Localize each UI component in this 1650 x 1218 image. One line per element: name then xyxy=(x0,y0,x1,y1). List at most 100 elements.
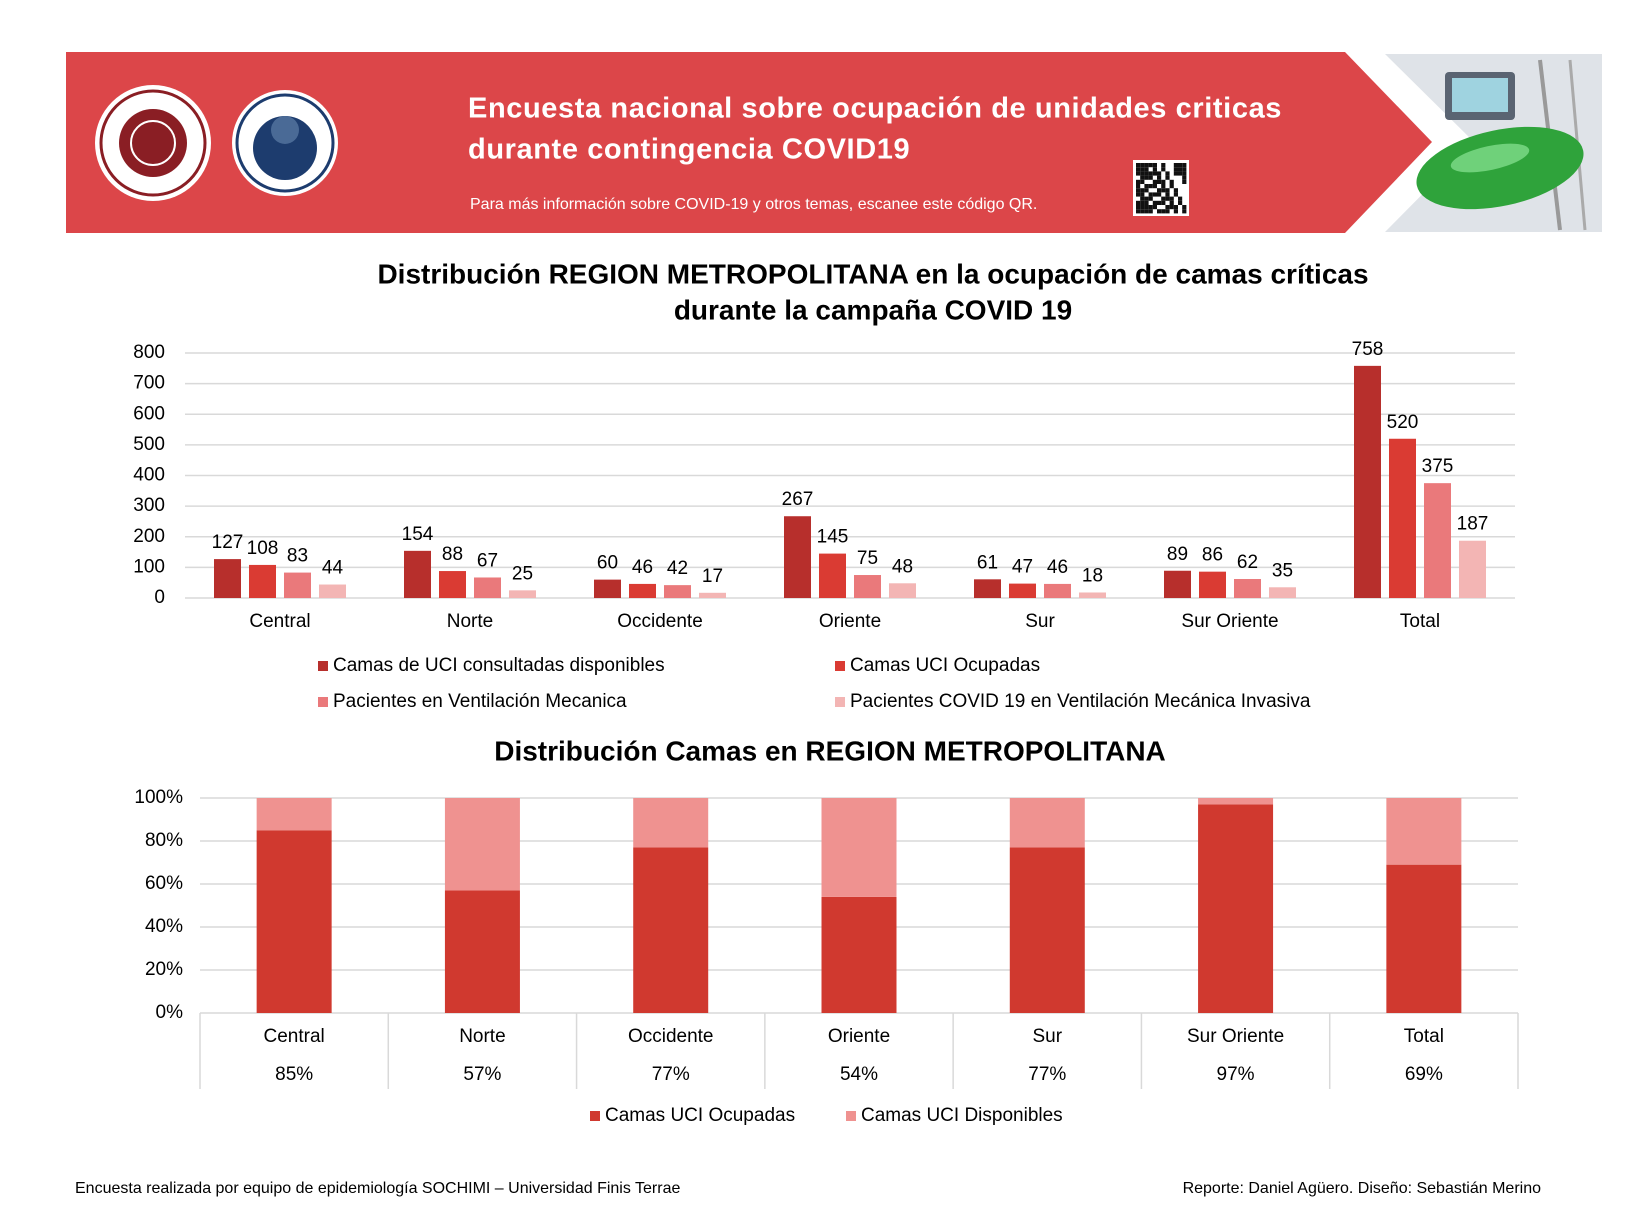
qr-cell xyxy=(1161,209,1166,214)
qr-cell xyxy=(1173,205,1178,210)
qr-cell xyxy=(1136,184,1141,189)
data-label: 75 xyxy=(857,548,878,569)
qr-cell xyxy=(1173,167,1178,172)
bar xyxy=(319,584,346,598)
y-tick-label: 200 xyxy=(133,526,165,547)
qr-cell xyxy=(1140,175,1145,180)
y-tick-label: 100% xyxy=(134,787,183,808)
data-label: 89 xyxy=(1167,544,1188,565)
data-label: 187 xyxy=(1457,514,1489,535)
logo-finis-terrae xyxy=(232,90,338,196)
photo xyxy=(1385,54,1602,232)
x-tick-label: Sur xyxy=(1025,611,1055,632)
bar xyxy=(664,585,691,598)
y-tick-label: 0% xyxy=(156,1002,184,1023)
qr-cell xyxy=(1169,184,1174,189)
legend-swatch xyxy=(835,697,845,707)
qr-cell xyxy=(1161,184,1166,189)
bar-segment xyxy=(1198,798,1274,805)
header-subtitle: Para más información sobre COVID-19 y ot… xyxy=(470,196,1037,213)
bar-segment xyxy=(1009,798,1085,848)
qr-cell xyxy=(1182,171,1187,176)
bar-segment xyxy=(1386,798,1462,865)
bar xyxy=(1199,571,1226,598)
bar xyxy=(1044,583,1071,598)
chart-title: Distribución Camas en REGION METROPOLITA… xyxy=(494,735,1166,766)
bar xyxy=(854,575,881,598)
bar xyxy=(439,571,466,598)
data-label: 67 xyxy=(477,550,498,571)
x-tick-label: Sur Oriente xyxy=(1187,1026,1284,1047)
data-label: 108 xyxy=(247,538,279,559)
qr-cell xyxy=(1148,163,1153,168)
bar-segment xyxy=(1198,804,1274,1013)
qr-cell xyxy=(1178,163,1183,168)
qr-cell xyxy=(1165,188,1170,193)
qr-cell xyxy=(1182,175,1187,180)
table-value: 69% xyxy=(1405,1064,1443,1085)
qr-cell xyxy=(1140,192,1145,197)
footer-right: Reporte: Daniel Agüero. Diseño: Sebastiá… xyxy=(1183,1180,1542,1197)
header-banner xyxy=(66,52,1432,233)
bar xyxy=(1164,570,1191,598)
bar xyxy=(1269,587,1296,598)
legend-swatch xyxy=(835,661,845,671)
qr-cell xyxy=(1148,184,1153,189)
qr-cell xyxy=(1148,196,1153,201)
bar-segment xyxy=(256,830,332,1013)
qr-cell xyxy=(1136,167,1141,172)
qr-cell xyxy=(1157,209,1162,214)
qr-cell xyxy=(1161,200,1166,205)
y-tick-label: 80% xyxy=(145,830,183,851)
qr-cell xyxy=(1140,163,1145,168)
qr-cell xyxy=(1157,192,1162,197)
qr-cell xyxy=(1148,192,1153,197)
qr-cell xyxy=(1173,188,1178,193)
qr-cell xyxy=(1157,188,1162,193)
data-label: 154 xyxy=(402,524,434,545)
bar xyxy=(1459,540,1486,598)
qr-cell xyxy=(1144,196,1149,201)
qr-cell xyxy=(1140,205,1145,210)
y-tick-label: 800 xyxy=(133,342,165,363)
x-tick-label: Sur Oriente xyxy=(1181,611,1278,632)
qr-cell xyxy=(1178,200,1183,205)
legend-swatch xyxy=(590,1111,600,1121)
qr-cell xyxy=(1136,179,1141,184)
x-tick-label: Oriente xyxy=(828,1026,890,1047)
qr-cell xyxy=(1178,167,1183,172)
qr-cell xyxy=(1136,209,1141,214)
bar xyxy=(404,550,431,598)
qr-cell xyxy=(1157,179,1162,184)
x-tick-label: Total xyxy=(1400,611,1440,632)
data-label: 520 xyxy=(1387,412,1419,433)
qr-cell xyxy=(1178,171,1183,176)
qr-cell xyxy=(1169,205,1174,210)
table-value: 77% xyxy=(1028,1064,1066,1085)
qr-cell xyxy=(1182,163,1187,168)
y-tick-label: 20% xyxy=(145,959,183,980)
data-label: 47 xyxy=(1012,557,1033,578)
x-tick-label: Occidente xyxy=(628,1026,714,1047)
qr-cell xyxy=(1136,171,1141,176)
qr-cell xyxy=(1182,167,1187,172)
bar xyxy=(1079,592,1106,598)
qr-cell xyxy=(1182,209,1187,214)
data-label: 267 xyxy=(782,489,814,510)
bar-segment xyxy=(256,798,332,831)
legend-label: Camas UCI Ocupadas xyxy=(605,1105,795,1126)
data-label: 61 xyxy=(977,552,998,573)
bar xyxy=(249,564,276,598)
bar xyxy=(819,553,846,598)
qr-cell xyxy=(1136,188,1141,193)
qr-cell xyxy=(1169,179,1174,184)
bar xyxy=(974,579,1001,598)
bar xyxy=(699,592,726,598)
x-tick-label: Norte xyxy=(459,1026,505,1047)
data-label: 145 xyxy=(817,527,849,548)
data-label: 88 xyxy=(442,544,463,565)
qr-cell xyxy=(1136,192,1141,197)
y-tick-label: 700 xyxy=(133,373,165,394)
chart-title: Distribución REGION METROPOLITANA en la … xyxy=(377,258,1368,289)
